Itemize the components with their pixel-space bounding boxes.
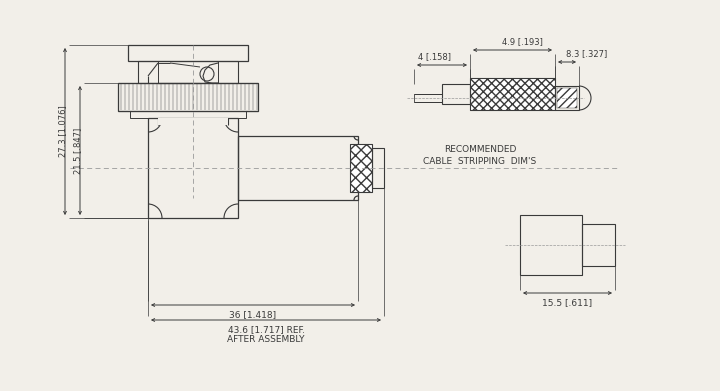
Text: 36 [1.418]: 36 [1.418] <box>230 310 276 319</box>
Text: 43.6 [1.717] REF.: 43.6 [1.717] REF. <box>228 325 305 334</box>
Bar <box>582 224 615 266</box>
Bar <box>118 83 258 111</box>
Bar <box>470 78 555 110</box>
Text: 27.3 [1.076]: 27.3 [1.076] <box>58 106 68 157</box>
Bar <box>555 86 579 110</box>
Bar <box>128 45 248 61</box>
Bar <box>520 215 582 275</box>
Bar <box>557 88 577 108</box>
Text: 4.9 [.193]: 4.9 [.193] <box>502 38 543 47</box>
Bar <box>238 136 358 200</box>
Text: AFTER ASSEMBLY: AFTER ASSEMBLY <box>228 335 305 344</box>
Text: 8.3 [.327]: 8.3 [.327] <box>567 50 608 59</box>
Bar <box>138 61 238 83</box>
Text: 15.5 [.611]: 15.5 [.611] <box>542 298 593 307</box>
Text: 4 [.158]: 4 [.158] <box>418 52 451 61</box>
Text: RECOMMENDED: RECOMMENDED <box>444 145 516 154</box>
Bar <box>414 94 442 102</box>
Bar <box>442 84 470 104</box>
Text: CABLE  STRIPPING  DIM'S: CABLE STRIPPING DIM'S <box>423 158 536 167</box>
Bar <box>148 118 238 218</box>
Bar <box>130 111 246 118</box>
Bar <box>372 148 384 188</box>
Bar <box>350 144 372 192</box>
Text: 21.5 [.847]: 21.5 [.847] <box>73 127 83 174</box>
Bar <box>470 78 555 110</box>
Bar <box>158 118 228 125</box>
Bar <box>350 144 372 192</box>
